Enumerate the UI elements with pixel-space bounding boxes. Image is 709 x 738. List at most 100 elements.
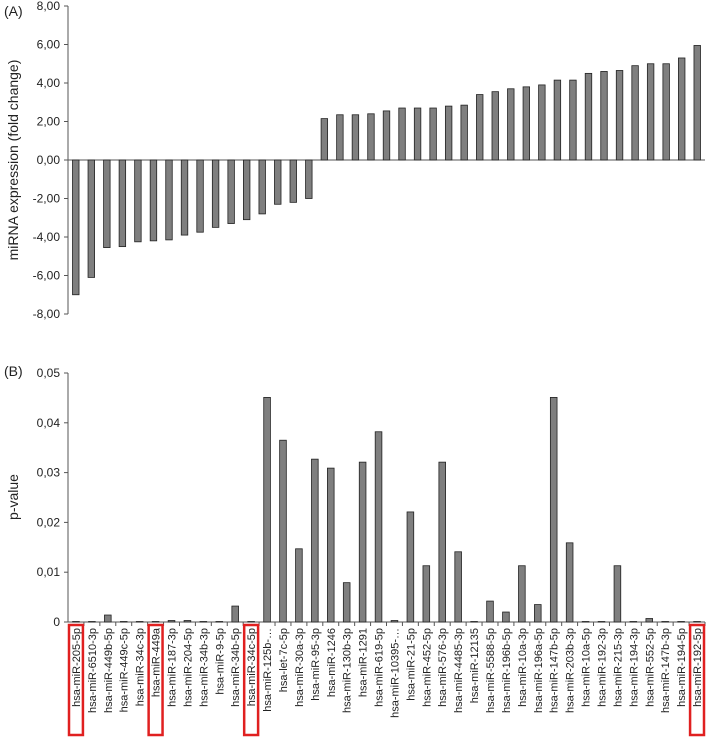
panel-b-x-tick-label: hsa-miR-552-5p: [644, 628, 656, 707]
panel-a-bar: [118, 159, 127, 248]
panel-a-bar: [320, 118, 329, 161]
panel-a-y-tick-label: -2,00: [33, 192, 61, 206]
panel-a-y-tick-label: 4,00: [37, 76, 61, 90]
panel-a-bar: [367, 113, 375, 161]
panel-b-y-tick-label: 0,04: [37, 416, 61, 430]
panel-b-bar: [247, 621, 255, 623]
panel-a-y-tick-label: 6,00: [37, 38, 61, 52]
panel-b-x-tick-label: hsa-miR-30a-3p: [294, 628, 306, 707]
panel-b-x-tick-label: hsa-miR-194-5p: [676, 628, 688, 707]
panel-a-bar: [289, 159, 297, 203]
panel-b-x-tick-label: hsa-miR-34c-5p: [246, 628, 258, 706]
panel-b-x-tick-label: hsa-miR-10a-3p: [517, 628, 529, 707]
panel-b-bar: [119, 621, 128, 623]
panel-b-bar: [549, 397, 558, 623]
panel-a-bar: [398, 107, 406, 161]
panel-b-highlight-box: [242, 623, 260, 737]
panel-b-bar: [135, 621, 144, 623]
panel-b-bar: [597, 621, 606, 623]
panel-a-bar: [646, 63, 655, 161]
panel-a-bar: [196, 159, 204, 233]
panel-b-x-tick-label: hsa-miR-4485-3p: [453, 628, 465, 713]
panel-b-x-tick-label: hsa-miR-125b-…: [262, 628, 274, 712]
panel-a-bar: [305, 159, 313, 199]
panel-b-bar: [199, 621, 208, 623]
panel-a-y-tick-label: 2,00: [37, 115, 61, 129]
panel-b-x-tick-label: hsa-miR-10395-…: [389, 628, 401, 718]
panel-b-x-tick-label: hsa-miR-147b-3p: [660, 628, 672, 713]
panel-b-x-tick-label: hsa-miR-187-3p: [167, 628, 179, 707]
panel-b-bar: [263, 397, 271, 623]
panel-b-x-tick-label: hsa-miR-449b-5p: [103, 628, 115, 713]
panel-b-y-tick-label: 0: [53, 615, 60, 629]
panel-b-bar: [167, 620, 176, 623]
panel-b-bar: [151, 621, 160, 623]
panel-b-x-tick-label: hsa-miR-9-5p: [214, 628, 226, 695]
panel-a-bar: [584, 72, 593, 161]
panel-a-bar: [258, 159, 266, 215]
panel-b-y-tick-label: 0,03: [37, 466, 61, 480]
panel-a-bar: [211, 159, 220, 228]
panel-b-x-tick-label: hsa-miR-1291: [358, 628, 370, 697]
panel-a-bar: [351, 114, 360, 161]
panel-b-bar: [295, 548, 303, 623]
panel-b-x-tick-label: hsa-miR-205-5p: [71, 628, 83, 707]
panel-b-bar: [534, 604, 542, 623]
panel-b-bar: [661, 621, 669, 623]
panel-b-x-tick-label: hsa-miR-34b-3p: [198, 628, 210, 707]
panel-b-x-tick-label: hsa-miR-449c-5p: [119, 628, 131, 712]
panel-a-y-tick-label: 8,00: [37, 0, 61, 13]
panel-a-bar: [274, 159, 282, 205]
panel-a-bar: [600, 71, 608, 161]
panel-b-x-tick-label: hsa-miR-12135: [469, 628, 481, 703]
panel-b-y-tick-label: 0,05: [37, 366, 61, 380]
panel-b-bar: [613, 565, 622, 623]
panel-a-bar: [382, 110, 391, 161]
panel-b-bar: [279, 439, 287, 623]
panel-a-bar: [538, 84, 546, 161]
panel-b-bar: [183, 620, 192, 623]
panel-b-x-tick-label: hsa-miR-196b-5p: [501, 628, 513, 713]
panel-b-y-tick-label: 0,01: [37, 565, 61, 579]
panel-b-bar: [470, 621, 478, 623]
panel-b-bar: [693, 621, 701, 623]
panel-a-bar: [491, 91, 499, 161]
panel-b-x-tick-label: hsa-miR-10a-5p: [581, 628, 593, 707]
panel-b-x-tick-label: hsa-miR-147b-5p: [549, 628, 561, 713]
panel-b-bar: [342, 582, 351, 623]
panel-b-y-tick-label: 0,02: [37, 515, 61, 529]
panel-b-x-tick-label: hsa-miR-6510-3p: [87, 628, 99, 713]
panel-b-bar: [454, 551, 462, 623]
panel-a-bar: [243, 159, 251, 221]
panel-b-x-tick-label: hsa-miR-449a: [151, 627, 163, 697]
panel-a-bar: [134, 159, 142, 243]
panel-a-bar: [149, 159, 158, 242]
panel-a-bar: [693, 45, 701, 161]
panel-b-bar: [645, 618, 654, 623]
panel-a-bar: [87, 159, 95, 278]
panel-b-x-tick-label: hsa-miR-5588-5p: [485, 628, 497, 713]
panel-b-x-tick-label: hsa-miR-95-3p: [310, 628, 322, 701]
panel-a-bar: [180, 159, 189, 236]
panel-b-x-tick-label: hsa-miR-130b-3p: [342, 628, 354, 713]
panel-a-bar: [476, 94, 484, 161]
panel-a-bar: [615, 70, 624, 161]
panel-a-bar: [631, 65, 639, 161]
panel-a-bar: [227, 159, 235, 224]
panel-b-bar: [88, 621, 96, 623]
panel-b-x-tick-label: hsa-miR-619-5p: [374, 628, 386, 707]
panel-b-bar: [358, 461, 367, 623]
panel-b-bar: [629, 621, 638, 623]
panel-b-bar: [104, 614, 112, 623]
panel-b-bar: [502, 611, 510, 623]
panel-a-bar: [678, 57, 686, 161]
panel-a-y-tick-label: 0,00: [37, 153, 61, 167]
panel-b-bar: [581, 621, 590, 623]
panel-a-y-tick-label: -8,00: [33, 307, 61, 321]
panel-b-bar: [231, 605, 239, 623]
panel-b-bar: [72, 621, 80, 623]
panel-b-highlight-box: [147, 623, 164, 737]
panel-b-x-tick-label: hsa-miR-21-5p: [405, 628, 417, 701]
panel-a-y-tick-label: -4,00: [33, 230, 61, 244]
